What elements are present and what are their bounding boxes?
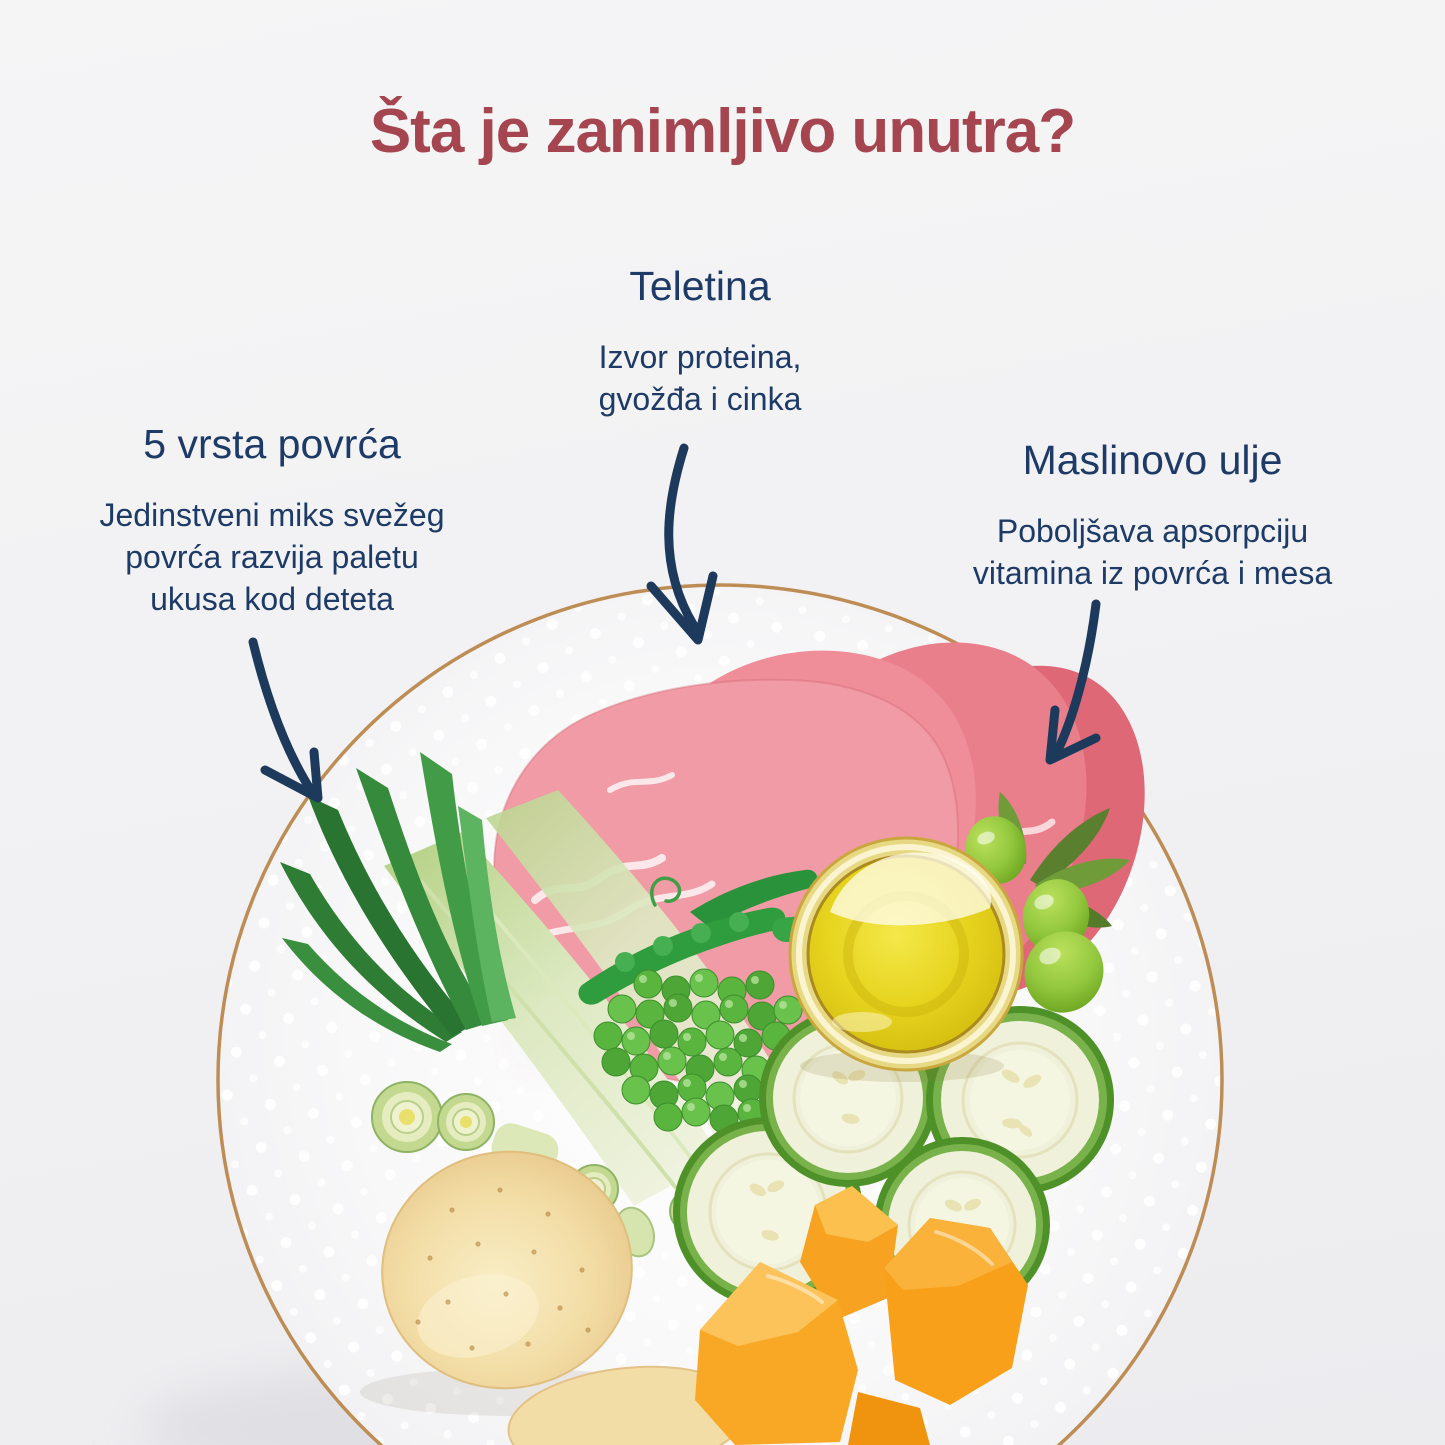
callout-vegetables-description: Jedinstveni miks svežeg povrća razvija p… [99, 497, 445, 618]
page-title: Šta je zanimljivo unutra? [369, 96, 1076, 166]
leek-leaves-image [280, 752, 516, 1052]
arrow-to-olive-oil [1045, 599, 1101, 765]
callout-olive-oil-description: Poboljšava apsorpciju vitamina iz povrća… [972, 513, 1333, 592]
annotation-arrows [248, 443, 1101, 803]
arrow-to-vegetables [248, 637, 323, 803]
callout-vegetables-heading: 5 vrsta povrća [143, 421, 401, 467]
callout-olive-oil-heading: Maslinovo ulje [1022, 437, 1283, 483]
callout-veal: Teletina Izvor proteina, gvožđa i cinka [450, 263, 950, 420]
callout-olive-oil: Maslinovo ulje Poboljšava apsorpciju vit… [930, 437, 1375, 594]
green-olives-image [965, 816, 1104, 1013]
arrow-to-veal [646, 443, 718, 645]
plate-gold-rim [216, 583, 1224, 1445]
callout-vegetables: 5 vrsta povrća Jedinstveni miks svežeg p… [52, 421, 492, 621]
pumpkin-chunks-image [695, 1186, 1028, 1445]
potatoes-image [360, 1150, 749, 1445]
olive-oil-bowl-image [788, 836, 1024, 1082]
callout-veal-description: Izvor proteina, gvožđa i cinka [598, 339, 802, 418]
callout-veal-heading: Teletina [629, 263, 771, 309]
